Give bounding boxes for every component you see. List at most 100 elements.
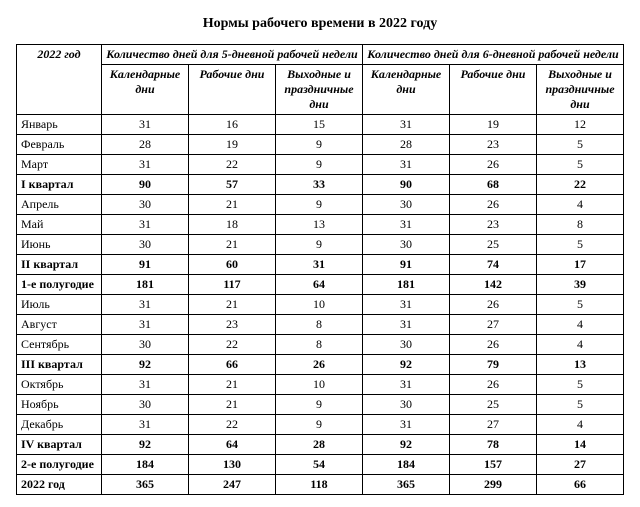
cell-cal6: 31 xyxy=(362,215,449,235)
cell-work6: 142 xyxy=(449,275,536,295)
row-label: Февраль xyxy=(17,135,102,155)
cell-cal6: 30 xyxy=(362,395,449,415)
cell-off6: 5 xyxy=(536,395,623,415)
cell-work5: 247 xyxy=(188,475,275,495)
cell-work6: 157 xyxy=(449,455,536,475)
cell-off5: 9 xyxy=(275,195,362,215)
cell-cal6: 365 xyxy=(362,475,449,495)
cell-cal5: 90 xyxy=(101,175,188,195)
header-group-6day: Количество дней для 6-дневной рабочей не… xyxy=(362,45,623,65)
cell-off6: 66 xyxy=(536,475,623,495)
cell-off5: 8 xyxy=(275,315,362,335)
header-off-5: Выходные и праздничные дни xyxy=(275,65,362,115)
cell-cal5: 92 xyxy=(101,355,188,375)
cell-work6: 74 xyxy=(449,255,536,275)
header-row-2: Календарные дни Рабочие дни Выходные и п… xyxy=(17,65,624,115)
table-row: Июнь3021930255 xyxy=(17,235,624,255)
cell-off6: 22 xyxy=(536,175,623,195)
header-work-5: Рабочие дни xyxy=(188,65,275,115)
cell-off6: 5 xyxy=(536,375,623,395)
cell-cal6: 30 xyxy=(362,335,449,355)
header-work-6: Рабочие дни xyxy=(449,65,536,115)
cell-work5: 64 xyxy=(188,435,275,455)
cell-off6: 4 xyxy=(536,415,623,435)
header-cal-5: Календарные дни xyxy=(101,65,188,115)
table-row: II квартал916031917417 xyxy=(17,255,624,275)
table-row: 2-е полугодие1841305418415727 xyxy=(17,455,624,475)
cell-work6: 27 xyxy=(449,315,536,335)
cell-off6: 39 xyxy=(536,275,623,295)
cell-off5: 9 xyxy=(275,395,362,415)
cell-cal5: 365 xyxy=(101,475,188,495)
cell-off6: 12 xyxy=(536,115,623,135)
cell-work6: 25 xyxy=(449,395,536,415)
cell-cal6: 31 xyxy=(362,295,449,315)
cell-off6: 5 xyxy=(536,235,623,255)
cell-work5: 21 xyxy=(188,395,275,415)
cell-cal6: 184 xyxy=(362,455,449,475)
table-row: Апрель3021930264 xyxy=(17,195,624,215)
row-label: Ноябрь xyxy=(17,395,102,415)
table-row: Декабрь3122931274 xyxy=(17,415,624,435)
cell-work6: 78 xyxy=(449,435,536,455)
cell-off6: 4 xyxy=(536,315,623,335)
header-group-5day: Количество дней для 5-дневной рабочей не… xyxy=(101,45,362,65)
row-label: IV квартал xyxy=(17,435,102,455)
cell-work6: 299 xyxy=(449,475,536,495)
row-label: 2022 год xyxy=(17,475,102,495)
cell-cal5: 30 xyxy=(101,235,188,255)
table-row: IV квартал926428927814 xyxy=(17,435,624,455)
cell-off5: 31 xyxy=(275,255,362,275)
row-label: II квартал xyxy=(17,255,102,275)
cell-cal5: 31 xyxy=(101,215,188,235)
table-row: Сентябрь3022830264 xyxy=(17,335,624,355)
cell-work5: 21 xyxy=(188,195,275,215)
cell-off6: 27 xyxy=(536,455,623,475)
header-row-1: 2022 год Количество дней для 5-дневной р… xyxy=(17,45,624,65)
row-label: Май xyxy=(17,215,102,235)
cell-cal6: 30 xyxy=(362,235,449,255)
cell-off5: 9 xyxy=(275,415,362,435)
cell-work6: 19 xyxy=(449,115,536,135)
cell-work6: 26 xyxy=(449,295,536,315)
cell-off5: 13 xyxy=(275,215,362,235)
table-row: Май31181331238 xyxy=(17,215,624,235)
cell-off6: 17 xyxy=(536,255,623,275)
cell-work5: 60 xyxy=(188,255,275,275)
cell-off6: 5 xyxy=(536,155,623,175)
cell-work5: 130 xyxy=(188,455,275,475)
row-label: Сентябрь xyxy=(17,335,102,355)
cell-cal6: 31 xyxy=(362,415,449,435)
row-label: III квартал xyxy=(17,355,102,375)
cell-work6: 79 xyxy=(449,355,536,375)
cell-cal5: 181 xyxy=(101,275,188,295)
cell-cal6: 92 xyxy=(362,355,449,375)
cell-off5: 8 xyxy=(275,335,362,355)
cell-off6: 4 xyxy=(536,195,623,215)
table-row: Август3123831274 xyxy=(17,315,624,335)
table-row: III квартал926626927913 xyxy=(17,355,624,375)
cell-off5: 54 xyxy=(275,455,362,475)
cell-off5: 9 xyxy=(275,155,362,175)
cell-work5: 22 xyxy=(188,415,275,435)
cell-cal6: 31 xyxy=(362,155,449,175)
cell-work6: 26 xyxy=(449,155,536,175)
table-row: Июль31211031265 xyxy=(17,295,624,315)
cell-cal5: 30 xyxy=(101,335,188,355)
cell-cal6: 30 xyxy=(362,195,449,215)
header-off-6: Выходные и праздничные дни xyxy=(536,65,623,115)
cell-cal5: 184 xyxy=(101,455,188,475)
table-row: 2022 год36524711836529966 xyxy=(17,475,624,495)
table-row: Март3122931265 xyxy=(17,155,624,175)
cell-cal5: 31 xyxy=(101,415,188,435)
table-row: 1-е полугодие1811176418114239 xyxy=(17,275,624,295)
cell-cal5: 31 xyxy=(101,155,188,175)
cell-work5: 21 xyxy=(188,235,275,255)
cell-off5: 33 xyxy=(275,175,362,195)
cell-work5: 19 xyxy=(188,135,275,155)
cell-work5: 18 xyxy=(188,215,275,235)
cell-work5: 21 xyxy=(188,295,275,315)
row-label: 2-е полугодие xyxy=(17,455,102,475)
table-row: Октябрь31211031265 xyxy=(17,375,624,395)
cell-off6: 13 xyxy=(536,355,623,375)
